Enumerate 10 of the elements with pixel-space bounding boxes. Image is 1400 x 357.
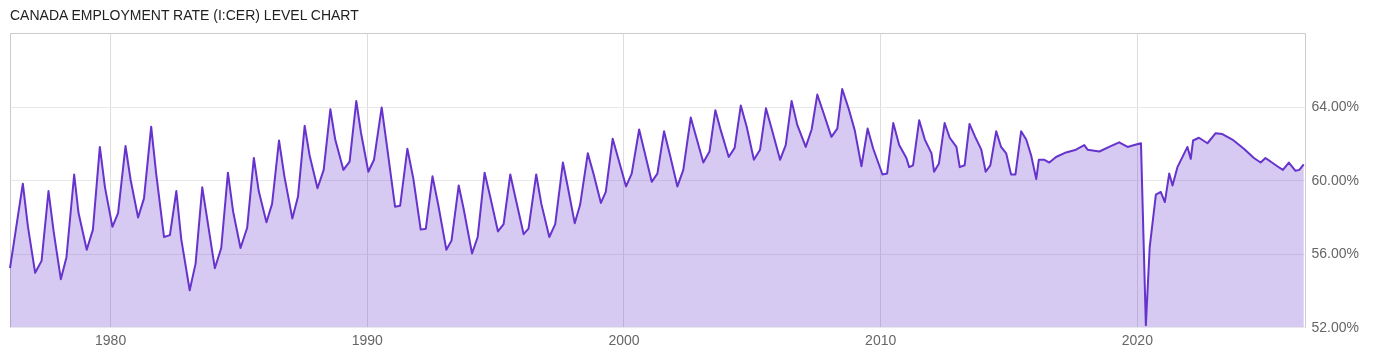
y-tick-label: 64.00% bbox=[1311, 98, 1359, 114]
x-tick-label: 2010 bbox=[865, 331, 897, 348]
chart-title: CANADA EMPLOYMENT RATE (I:CER) LEVEL CHART bbox=[10, 7, 360, 23]
x-tick-label: 1980 bbox=[95, 331, 127, 348]
x-tick-label: 2020 bbox=[1121, 331, 1154, 348]
y-tick-label: 60.00% bbox=[1311, 171, 1359, 188]
y-tick-label: 56.00% bbox=[1311, 245, 1359, 261]
x-tick-label: 2000 bbox=[608, 331, 640, 348]
y-tick-label: 52.00% bbox=[1311, 318, 1359, 335]
x-tick-label: 1990 bbox=[351, 331, 384, 348]
